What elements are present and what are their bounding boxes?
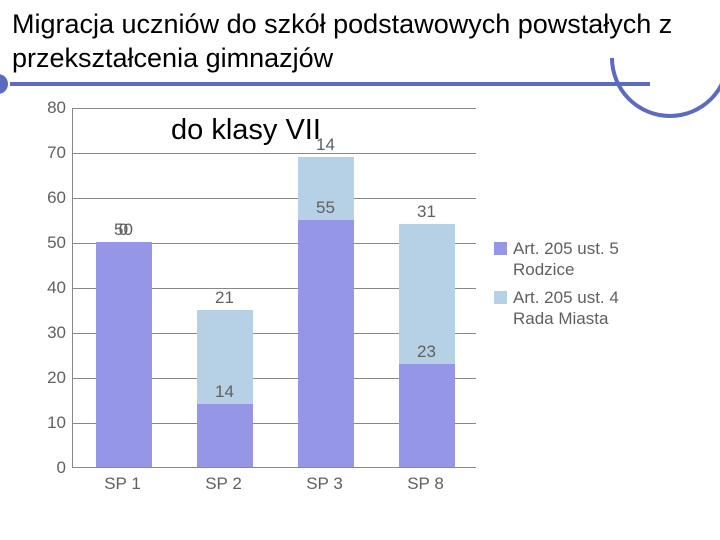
y-tick-label: 70 xyxy=(47,143,66,163)
x-axis-labels: SP 1 SP 2 SP 3 SP 8 xyxy=(72,468,476,496)
legend-swatch xyxy=(494,242,507,255)
y-tick-label: 50 xyxy=(47,233,66,253)
slide-title: Migracja uczniów do szkół podstawowych p… xyxy=(12,8,708,76)
bar-value-label: 50 xyxy=(114,220,133,240)
bar-stack: 3123 xyxy=(399,224,455,467)
y-axis-ticks: 01020304050607080 xyxy=(36,108,72,468)
gridline xyxy=(73,153,476,154)
bar-stack: 1455 xyxy=(298,157,354,468)
bar-value-label: 23 xyxy=(417,342,436,362)
y-tick-label: 60 xyxy=(47,188,66,208)
bar-value-label: 55 xyxy=(316,198,335,218)
legend-label: Art. 205 ust. 4 Rada Miasta xyxy=(513,287,656,330)
y-tick-label: 0 xyxy=(57,458,66,478)
y-tick-label: 20 xyxy=(47,368,66,388)
x-tick-label: SP 1 xyxy=(104,474,141,494)
header-underline xyxy=(10,82,650,86)
bar-value-label: 31 xyxy=(417,202,436,222)
legend-swatch xyxy=(494,291,507,304)
slide-header: Migracja uczniów do szkół podstawowych p… xyxy=(0,0,720,80)
bar-value-label: 14 xyxy=(215,382,234,402)
bar-stack: 050 xyxy=(96,242,152,467)
header-dot xyxy=(0,74,8,94)
legend-label: Art. 205 ust. 5 Rodzice xyxy=(513,238,656,281)
bar-segment: 55 xyxy=(298,220,354,468)
y-tick-label: 80 xyxy=(47,98,66,118)
gridline xyxy=(73,198,476,199)
plot-row: 01020304050607080 do klasy VII 050211414… xyxy=(36,108,476,468)
chart-container: 01020304050607080 do klasy VII 050211414… xyxy=(36,108,684,518)
x-tick-label: SP 8 xyxy=(407,474,444,494)
legend: Art. 205 ust. 5 Rodzice Art. 205 ust. 4 R… xyxy=(476,108,656,518)
bar-value-label: 21 xyxy=(215,288,234,308)
plot-column: 01020304050607080 do klasy VII 050211414… xyxy=(36,108,476,518)
bar-segment: 50 xyxy=(96,242,152,467)
y-tick-label: 30 xyxy=(47,323,66,343)
legend-item: Art. 205 ust. 5 Rodzice xyxy=(494,238,656,281)
bar-segment: 23 xyxy=(399,364,455,468)
bar-segment: 14 xyxy=(197,404,253,467)
x-tick-label: SP 2 xyxy=(205,474,242,494)
x-tick-label: SP 3 xyxy=(306,474,343,494)
y-tick-label: 40 xyxy=(47,278,66,298)
chart-inner-title: do klasy VII xyxy=(171,114,321,147)
plot-area: do klasy VII 050211414553123 xyxy=(72,108,476,468)
bar-stack: 2114 xyxy=(197,310,253,468)
gridline xyxy=(73,108,476,109)
y-tick-label: 10 xyxy=(47,413,66,433)
legend-item: Art. 205 ust. 4 Rada Miasta xyxy=(494,287,656,330)
